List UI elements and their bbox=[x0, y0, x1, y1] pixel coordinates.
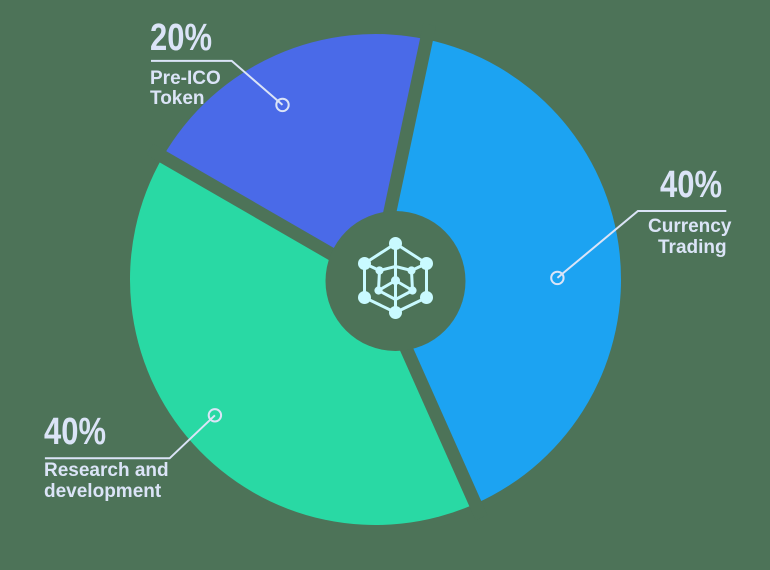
svg-text:Token: Token bbox=[150, 88, 205, 109]
svg-text:40%: 40% bbox=[660, 164, 722, 206]
svg-text:Pre-ICO: Pre-ICO bbox=[150, 68, 221, 89]
svg-text:Trading: Trading bbox=[658, 237, 727, 258]
svg-text:Research and: Research and bbox=[44, 460, 169, 481]
svg-text:development: development bbox=[44, 481, 162, 502]
svg-text:40%: 40% bbox=[44, 411, 106, 453]
svg-text:Currency: Currency bbox=[648, 216, 732, 237]
svg-text:20%: 20% bbox=[150, 17, 212, 59]
